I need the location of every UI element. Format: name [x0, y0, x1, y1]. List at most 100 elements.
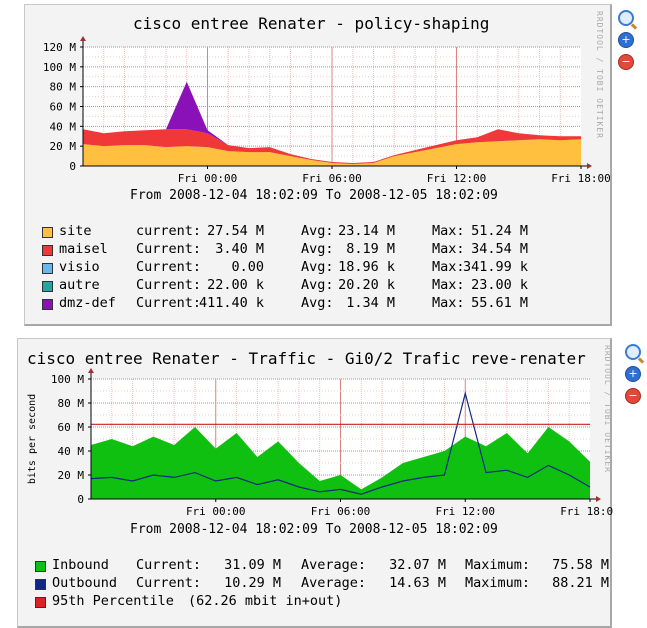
x-tick-label: Fri 12:00	[435, 505, 495, 518]
legend-current-value: 3.40 M	[215, 241, 264, 257]
legend-avg-value: 8.19 M	[346, 241, 395, 257]
traffic-graph: cisco entree Renater - Traffic - Gi0/2 T…	[17, 338, 613, 628]
legend-current-label: Current:	[136, 259, 202, 275]
x-tick-label: Fri 06:00	[302, 172, 362, 185]
legend-avg-label: Average:	[301, 575, 367, 591]
zoom-out-icon[interactable]: −	[618, 54, 634, 70]
percentile-detail: (62.26 mbit in+out)	[188, 593, 343, 609]
legend-name: visio	[59, 259, 100, 275]
legend-max-label: Max:	[432, 295, 465, 311]
legend-current-label: Current:	[136, 575, 202, 591]
y-tick-label: 0	[77, 493, 84, 506]
x-tick-label: Fri 00:00	[178, 172, 238, 185]
y-tick-label: 40 M	[50, 120, 77, 133]
graph2-tools: + −	[625, 344, 643, 410]
legend-max-value: 51.24 M	[471, 223, 528, 239]
legend-current-label: Current:	[136, 295, 202, 311]
legend-max-value: 23.00 k	[471, 277, 528, 293]
legend-avg-value: 1.34 M	[346, 295, 395, 311]
legend-avg-label: Avg:	[301, 259, 334, 275]
legend-name: maisel	[59, 241, 108, 257]
legend-current-label: Current:	[136, 557, 202, 573]
traffic-plot: 0 20 M 40 M 60 M 80 M 100 M Fri 00:00 Fri 06:00…	[27, 368, 613, 518]
series-area-dmz-def	[83, 81, 581, 164]
legend-max-value: 34.54 M	[471, 241, 528, 257]
legend-avg-label: Avg:	[301, 277, 334, 293]
legend-swatch	[42, 263, 53, 274]
legend-name: dmz-def	[59, 295, 116, 311]
legend-swatch	[42, 227, 53, 238]
y-axis-label: bits per second	[27, 394, 38, 484]
legend-current-value: 22.00 k	[207, 277, 264, 293]
zoom-icon[interactable]	[625, 344, 641, 360]
legend-swatch	[42, 299, 53, 310]
legend-current-value: 27.54 M	[207, 223, 264, 239]
graph-title: cisco entree Renater - policy-shaping	[133, 14, 490, 33]
rrdtool-stamp: RRDTOOL / TOBI OETIKER	[603, 345, 612, 473]
series-area-maisel	[83, 129, 581, 165]
y-tick-label: 20 M	[50, 140, 77, 153]
legend-avg-label: Avg:	[301, 295, 334, 311]
legend-avg-value: 32.07 M	[389, 557, 446, 573]
legend-current-label: Current:	[136, 241, 202, 257]
legend-name: Outbound	[52, 575, 118, 591]
zoom-in-icon[interactable]: +	[625, 366, 641, 382]
legend-current-value: 411.40 k	[198, 295, 264, 311]
graph-title: cisco entree Renater - Traffic - Gi0/2 T…	[27, 349, 586, 368]
y-tick-label: 0	[69, 160, 76, 173]
x-tick-label: Fri 06:00	[311, 505, 371, 518]
legend-swatch	[35, 579, 46, 590]
legend-max-label: Maximum:	[465, 575, 531, 591]
legend-swatch	[35, 597, 46, 608]
y-tick-label: 100 M	[51, 373, 84, 386]
legend-name: autre	[59, 277, 100, 293]
legend-current-label: current:	[136, 223, 202, 239]
x-tick-label: Fri 12:00	[427, 172, 487, 185]
legend-avg-label: Average:	[301, 557, 367, 573]
legend-avg-value: 23.14 M	[338, 223, 395, 239]
legend-max-label: Max:	[432, 259, 465, 275]
legend-max-label: Max:	[432, 223, 465, 239]
y-tick-label: 100 M	[43, 61, 76, 74]
legend-avg-value: 20.20 k	[338, 277, 395, 293]
time-range: From 2008-12-04 18:02:09 To 2008-12-05 1…	[130, 188, 498, 203]
policy-shaping-graph: cisco entree Renater - policy-shaping RR…	[24, 4, 612, 326]
legend-current-value: 31.09 M	[224, 557, 281, 573]
legend-max-value: 88.21 M	[552, 575, 609, 591]
x-axis-arrow	[587, 163, 592, 169]
y-axis-arrow	[80, 36, 86, 41]
legend-name: site	[59, 223, 92, 239]
x-tick-label: Fri 18:00	[560, 505, 613, 518]
x-tick-label: Fri 00:00	[186, 505, 246, 518]
legend-avg-value: 18.96 k	[338, 259, 395, 275]
legend-swatch	[42, 245, 53, 256]
x-axis-arrow	[596, 496, 601, 502]
legend-max-label: Max:	[432, 277, 465, 293]
policy-shaping-plot: 0 20 M 40 M 60 M 80 M 100 M 120 M Fri 00:00 Fri …	[43, 36, 611, 185]
legend-max-label: Max:	[432, 241, 465, 257]
zoom-in-icon[interactable]: +	[618, 32, 634, 48]
y-tick-label: 120 M	[43, 41, 76, 54]
y-axis-arrow	[88, 368, 94, 373]
series-area-site	[83, 139, 581, 166]
graph1-tools: + −	[618, 10, 636, 76]
rrdtool-stamp: RRDTOOL / TOBI OETIKER	[595, 11, 604, 139]
zoom-out-icon[interactable]: −	[625, 388, 641, 404]
y-tick-label: 40 M	[58, 445, 85, 458]
legend-max-label: Maximum:	[465, 557, 531, 573]
legend-avg-label: Avg:	[301, 223, 334, 239]
legend-name: Inbound	[52, 557, 109, 573]
legend-name: 95th Percentile	[52, 593, 174, 609]
x-tick-label: Fri 18:00	[551, 172, 611, 185]
legend-avg-value: 14.63 M	[389, 575, 446, 591]
time-range: From 2008-12-04 18:02:09 To 2008-12-05 1…	[130, 522, 498, 537]
legend-max-value: 75.58 M	[552, 557, 609, 573]
y-tick-label: 20 M	[58, 469, 85, 482]
y-tick-label: 80 M	[50, 81, 77, 94]
legend-current-value: 10.29 M	[224, 575, 281, 591]
legend-avg-label: Avg:	[301, 241, 334, 257]
y-tick-label: 80 M	[58, 397, 85, 410]
zoom-icon[interactable]	[618, 10, 634, 26]
y-tick-label: 60 M	[50, 101, 77, 114]
legend-current-label: Current:	[136, 277, 202, 293]
